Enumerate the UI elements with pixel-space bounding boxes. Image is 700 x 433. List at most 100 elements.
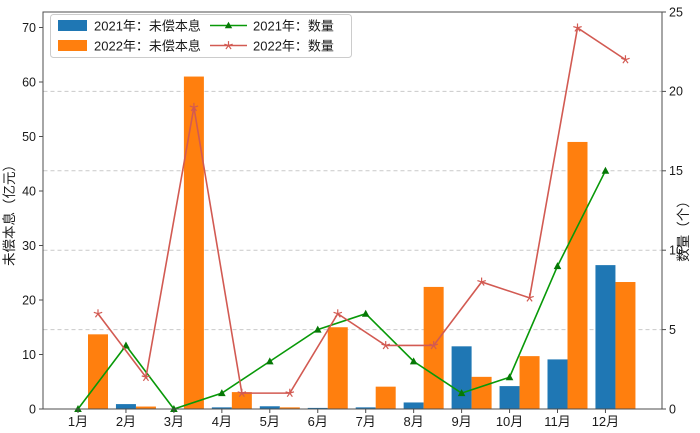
lines-layer [74,23,630,412]
y-right-tick-label-0: 0 [669,402,676,416]
star-marker-icon [193,105,199,108]
line-path-2021年：数量 [77,170,607,410]
star-marker-icon [145,376,150,382]
legend-label-2021-principal: 2021年：未偿本息 [94,19,201,34]
y-left-tick-label-50: 50 [22,130,36,144]
x-tick-label-5月: 5月 [260,414,280,429]
x-tick-label-3月: 3月 [164,414,184,429]
bar-2021年：未偿本息-10月[interactable] [499,386,520,409]
triangle-marker-icon [361,309,370,317]
y-left-tick-label-70: 70 [22,21,36,35]
star-marker-icon [94,313,99,318]
star-marker-icon [382,345,387,350]
bar-2022年：未偿本息-4月[interactable] [231,392,252,409]
y-right-tick-label-25: 25 [669,5,683,19]
star-marker-icon [97,311,103,315]
bar-2021年：未偿本息-9月[interactable] [451,346,472,409]
bar-2021年：未偿本息-2月[interactable] [115,404,136,409]
star-marker-icon [430,345,435,350]
x-tick-label-7月: 7月 [356,414,376,429]
legend-marker-triangle-icon [224,21,233,29]
star-marker-icon [145,375,151,378]
bar-2021年：未偿本息-4月[interactable] [211,407,232,409]
star-marker-icon [574,27,578,32]
bar-2022年：未偿本息-3月[interactable] [183,76,204,410]
bar-2021年：未偿本息-6月[interactable] [307,407,328,409]
triangle-marker-icon [313,325,322,333]
star-marker-icon [228,43,233,47]
star-marker-icon [190,106,195,112]
x-tick-label-2月: 2月 [116,414,136,429]
y-left-tick-label-20: 20 [22,293,36,307]
bar-2022年：未偿本息-10月[interactable] [519,356,540,409]
x-tick-label-6月: 6月 [308,414,328,429]
bar-2022年：未偿本息-7月[interactable] [375,386,396,409]
legend-swatch-2022-principal [58,40,87,51]
bar-2022年：未偿本息-12月[interactable] [615,282,636,409]
star-marker-icon [385,345,389,350]
star-marker-icon [433,343,439,347]
bar-2021年：未偿本息-5月[interactable] [259,406,280,409]
legend-label-2022-count: 2022年：数量 [253,39,334,54]
star-marker-icon [142,376,147,382]
legend-swatch-2021-principal [58,20,87,31]
triangle-marker-icon [122,341,130,349]
star-marker-icon [225,45,229,50]
star-marker-icon [285,391,290,394]
bar-2022年：未偿本息-9月[interactable] [471,376,492,409]
star-marker-icon [238,392,243,398]
star-marker-icon [141,375,147,378]
star-marker-icon [622,59,626,64]
x-tick-label-4月: 4月 [212,414,232,429]
x-tick-label-1月: 1月 [68,414,88,429]
star-marker-icon [241,391,247,394]
bar-2022年：未偿本息-11月[interactable] [567,141,588,409]
y-left-tick-label-30: 30 [22,239,36,253]
star-marker-icon [93,311,99,315]
bar-2022年：未偿本息-5月[interactable] [279,407,300,409]
star-marker-icon [529,295,534,299]
line-2021年：数量[interactable] [74,166,610,412]
star-marker-icon [333,311,338,315]
star-marker-icon [624,59,629,64]
x-tick-label-8月: 8月 [404,414,424,429]
star-marker-icon [334,313,339,318]
star-marker-icon [429,343,434,347]
star-marker-icon [625,57,630,61]
star-marker-icon [289,392,293,398]
bar-2021年：未偿本息-8月[interactable] [403,402,424,409]
bar-2022年：未偿本息-6月[interactable] [327,327,348,409]
star-marker-icon [526,297,531,302]
legend-label-2022-principal: 2022年：未偿本息 [94,39,201,54]
star-marker-icon [193,106,197,112]
star-marker-icon [337,311,343,315]
star-marker-icon [477,280,482,283]
y-axis-left-title: 未偿本息（亿元） [1,158,17,266]
bars-2021年：未偿本息 [115,265,616,409]
bar-2022年：未偿本息-8月[interactable] [423,286,444,409]
x-tick-label-10月: 10月 [496,414,523,429]
star-marker-icon [481,281,485,286]
triangle-marker-icon [457,389,466,397]
line-2022年：数量[interactable] [93,23,630,398]
star-marker-icon [97,313,102,318]
bar-2021年：未偿本息-12月[interactable] [595,265,616,409]
bar-2022年：未偿本息-2月[interactable] [135,406,156,409]
bar-2021年：未偿本息-7月[interactable] [355,407,376,409]
legend-box [50,14,352,58]
legend: 2021年：未偿本息 2022年：未偿本息 2021年：数量 2022年：数量 [50,14,352,58]
triangle-marker-icon [266,357,274,365]
line-path-2022年：数量 [97,26,626,394]
star-marker-icon [385,343,391,347]
star-marker-icon [289,391,295,394]
star-marker-icon [621,57,626,61]
bar-2022年：未偿本息-1月[interactable] [88,334,108,409]
star-marker-icon [577,27,581,32]
axes-ticks-layer: 0 10 20 30 40 50 60 70 0 5 10 15 20 25 1月 2月 3月 4月 5月 6月 7月 8… [22,5,683,429]
triangle-marker-icon [409,357,418,365]
bar-2021年：未偿本息-11月[interactable] [547,359,568,409]
x-tick-label-11月: 11月 [544,414,571,429]
star-marker-icon [525,295,530,299]
y-left-tick-label-60: 60 [22,75,36,89]
